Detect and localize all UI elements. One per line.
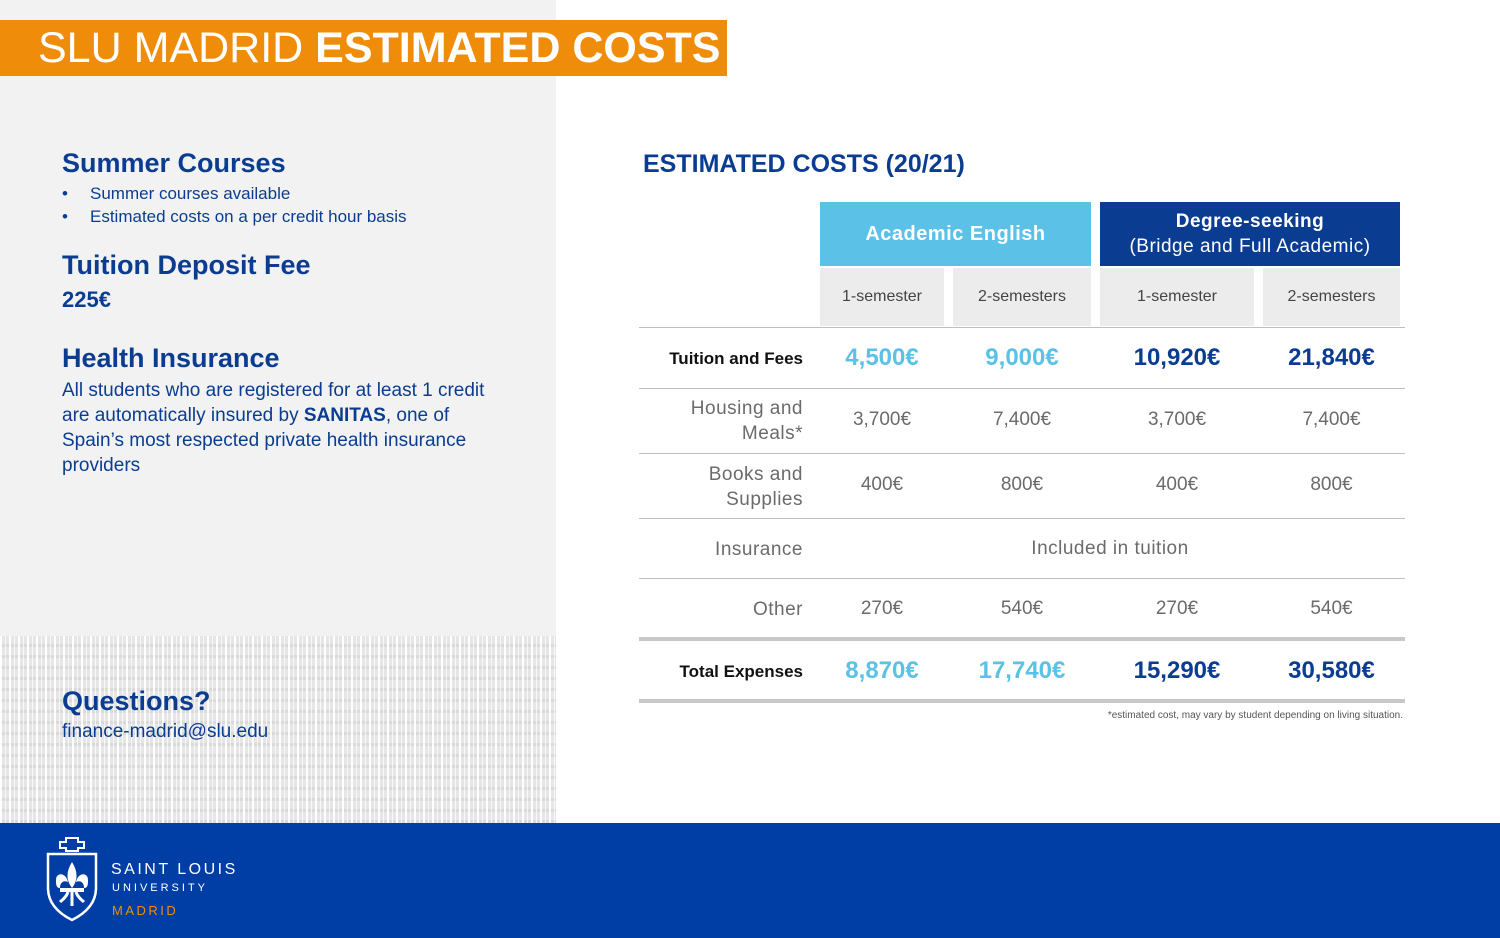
degree-seeking-label: Degree-seeking	[1175, 211, 1325, 232]
slu-shield-icon	[46, 837, 98, 922]
subheader-label: 2-semesters	[977, 288, 1067, 305]
table-divider	[639, 388, 1405, 389]
subheader-ds-2-semesters: 2-semesters	[1263, 268, 1400, 326]
decorative-pattern	[0, 636, 556, 823]
table-cell: 7,400€	[1302, 409, 1361, 430]
summer-courses-heading: Summer Courses	[62, 148, 286, 178]
row-label-other: Other	[752, 599, 803, 620]
academic-english-header: Academic English	[820, 202, 1091, 266]
table-cell: 10,920€	[1133, 344, 1221, 371]
health-insurance-heading: Health Insurance	[62, 343, 280, 373]
row-label-line: Books and	[708, 464, 803, 485]
footer	[0, 823, 1500, 938]
subheader-ae-1-semester: 1-semester	[820, 268, 944, 326]
tuition-deposit-heading: Tuition Deposit Fee	[62, 250, 311, 280]
table-title: ESTIMATED COSTS (20/21)	[643, 150, 965, 178]
table-divider	[639, 327, 1405, 328]
subheader-label: 1-semester	[841, 288, 923, 305]
subheader-ds-1-semester: 1-semester	[1100, 268, 1254, 326]
logo-name: SAINT LOUIS	[111, 861, 238, 878]
row-label-housing: Housing and Meals*	[639, 396, 803, 446]
contact-email-link[interactable]: finance-madrid@slu.edu	[62, 721, 269, 742]
insurance-provider: SANITAS	[303, 405, 386, 426]
degree-seeking-header: Degree-seeking (Bridge and Full Academic…	[1100, 202, 1400, 266]
table-cell: 400€	[860, 474, 904, 495]
row-label-insurance: Insurance	[715, 539, 803, 560]
table-divider	[639, 453, 1405, 454]
page-title: SLU MADRID ESTIMATED COSTS	[38, 25, 721, 71]
health-insurance-text: All students who are registered for at l…	[62, 378, 502, 478]
row-label-books: Books and Supplies	[639, 462, 803, 512]
table-cell: 7,400€	[992, 409, 1052, 430]
row-label-tuition: Tuition and Fees	[669, 349, 803, 368]
subheader-label: 2-semesters	[1287, 288, 1376, 305]
table-cell: 800€	[1000, 474, 1044, 495]
title-bold: ESTIMATED COSTS	[315, 24, 721, 72]
table-cell: 540€	[1000, 598, 1044, 619]
table-cell: 9,000€	[985, 344, 1059, 371]
subheader-label: 1-semester	[1136, 288, 1218, 305]
table-cell: 3,700€	[1147, 409, 1207, 430]
table-divider-total	[639, 637, 1405, 641]
logo-campus: MADRID	[112, 903, 179, 918]
table-divider-bottom	[639, 699, 1405, 703]
table-cell: 540€	[1310, 598, 1353, 619]
table-cell: 30,580€	[1288, 657, 1375, 684]
insurance-included-cell: Included in tuition	[1031, 538, 1189, 559]
summer-courses-list: Summer courses available Estimated costs…	[62, 182, 407, 228]
title-bar	[0, 20, 727, 76]
insurance-text-after: , one of Spain’s most respected private …	[62, 405, 467, 476]
table-cell: 270€	[860, 598, 904, 619]
academic-english-label: Academic English	[865, 222, 1046, 245]
row-label-line: Meals*	[741, 423, 803, 444]
row-label-line: Housing and	[690, 398, 803, 419]
row-label-total: Total Expenses	[679, 662, 803, 681]
table-cell: 3,700€	[852, 409, 912, 430]
list-item: Estimated costs on a per credit hour bas…	[62, 205, 407, 228]
subheader-ae-2-semesters: 2-semesters	[953, 268, 1091, 326]
table-cell: 21,840€	[1288, 344, 1375, 371]
row-label-line: Supplies	[726, 489, 803, 510]
table-cell: 17,740€	[978, 657, 1066, 684]
logo-university: UNIVERSITY	[112, 882, 209, 894]
table-cell: 4,500€	[845, 344, 919, 371]
insurance-text-before: All students who are registered for at l…	[62, 380, 485, 426]
table-divider	[639, 518, 1405, 519]
footnote: *estimated cost, may vary by student dep…	[1107, 710, 1403, 721]
table-cell: 800€	[1310, 474, 1353, 495]
table-cell: 15,290€	[1133, 657, 1221, 684]
degree-seeking-sublabel: (Bridge and Full Academic)	[1129, 236, 1371, 257]
table-cell: 400€	[1155, 474, 1199, 495]
table-cell: 8,870€	[845, 657, 919, 684]
left-panel	[0, 0, 556, 636]
table-cell: 270€	[1155, 598, 1199, 619]
title-light: SLU MADRID	[38, 24, 316, 72]
table-divider	[639, 578, 1405, 579]
tuition-deposit-value: 225€	[62, 287, 111, 312]
list-item: Summer courses available	[62, 182, 407, 205]
questions-heading: Questions?	[62, 686, 211, 716]
